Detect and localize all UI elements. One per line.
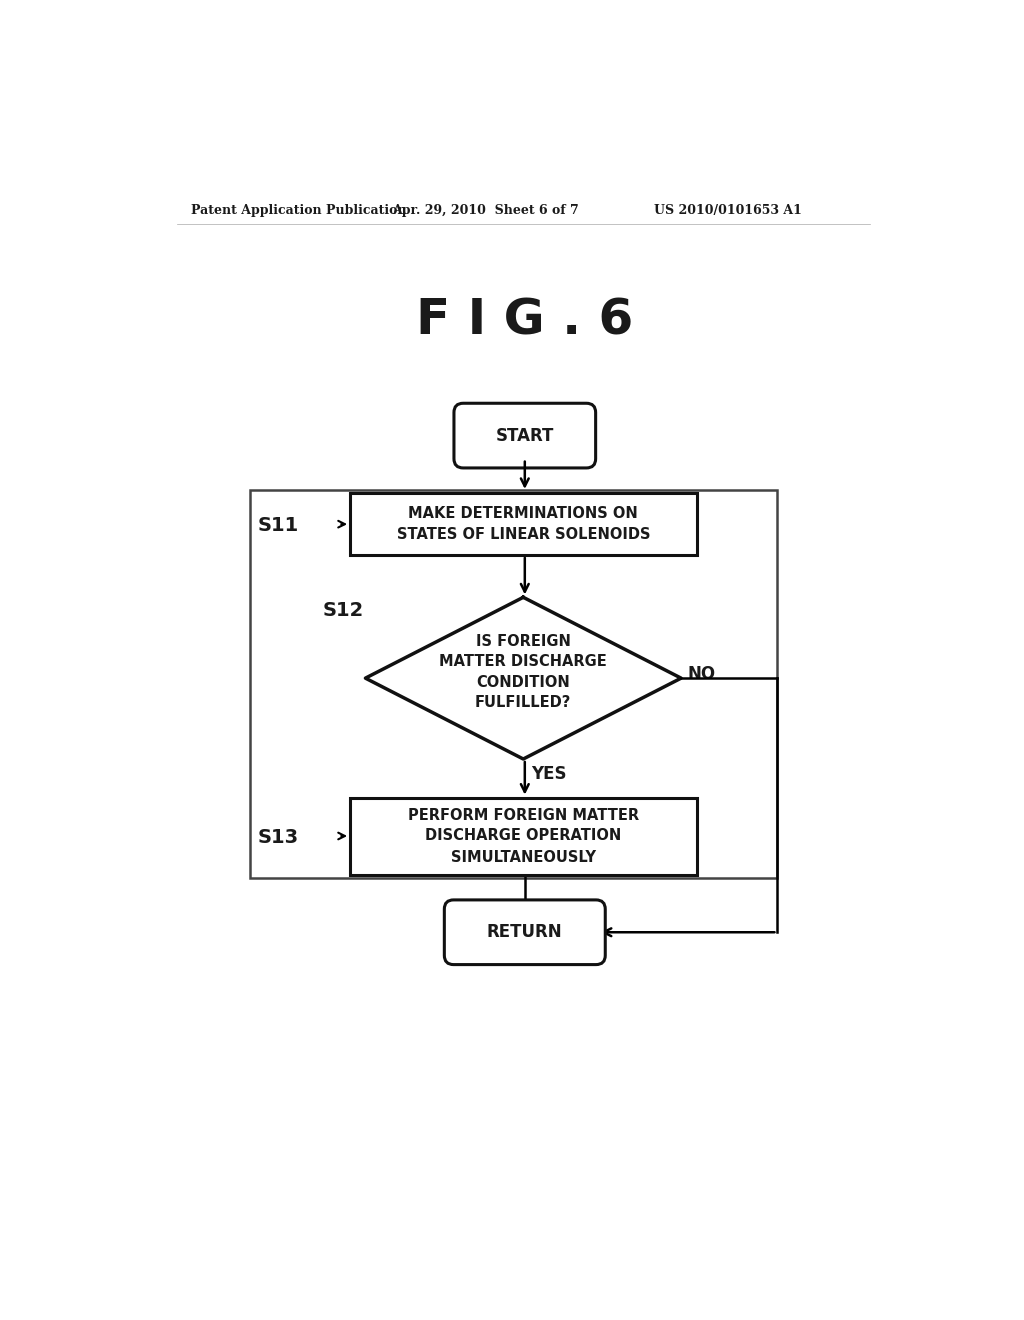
Text: NO: NO xyxy=(687,664,716,682)
Bar xyxy=(250,490,777,878)
Text: S12: S12 xyxy=(323,601,365,620)
FancyBboxPatch shape xyxy=(454,404,596,469)
Text: S13: S13 xyxy=(258,829,299,847)
Bar xyxy=(350,797,696,875)
Text: IS FOREIGN
MATTER DISCHARGE
CONDITION
FULFILLED?: IS FOREIGN MATTER DISCHARGE CONDITION FU… xyxy=(439,634,607,710)
Text: RETURN: RETURN xyxy=(487,923,562,941)
Text: F I G . 6: F I G . 6 xyxy=(416,296,634,345)
FancyBboxPatch shape xyxy=(444,900,605,965)
Polygon shape xyxy=(366,598,681,759)
Text: MAKE DETERMINATIONS ON
STATES OF LINEAR SOLENOIDS: MAKE DETERMINATIONS ON STATES OF LINEAR … xyxy=(396,506,650,543)
Bar xyxy=(350,494,696,554)
Text: S11: S11 xyxy=(258,516,299,536)
Text: US 2010/0101653 A1: US 2010/0101653 A1 xyxy=(654,205,802,218)
Text: YES: YES xyxy=(531,766,566,783)
Text: Apr. 29, 2010  Sheet 6 of 7: Apr. 29, 2010 Sheet 6 of 7 xyxy=(392,205,580,218)
Text: START: START xyxy=(496,426,554,445)
Text: Patent Application Publication: Patent Application Publication xyxy=(190,205,407,218)
Text: PERFORM FOREIGN MATTER
DISCHARGE OPERATION
SIMULTANEOUSLY: PERFORM FOREIGN MATTER DISCHARGE OPERATI… xyxy=(408,808,639,865)
